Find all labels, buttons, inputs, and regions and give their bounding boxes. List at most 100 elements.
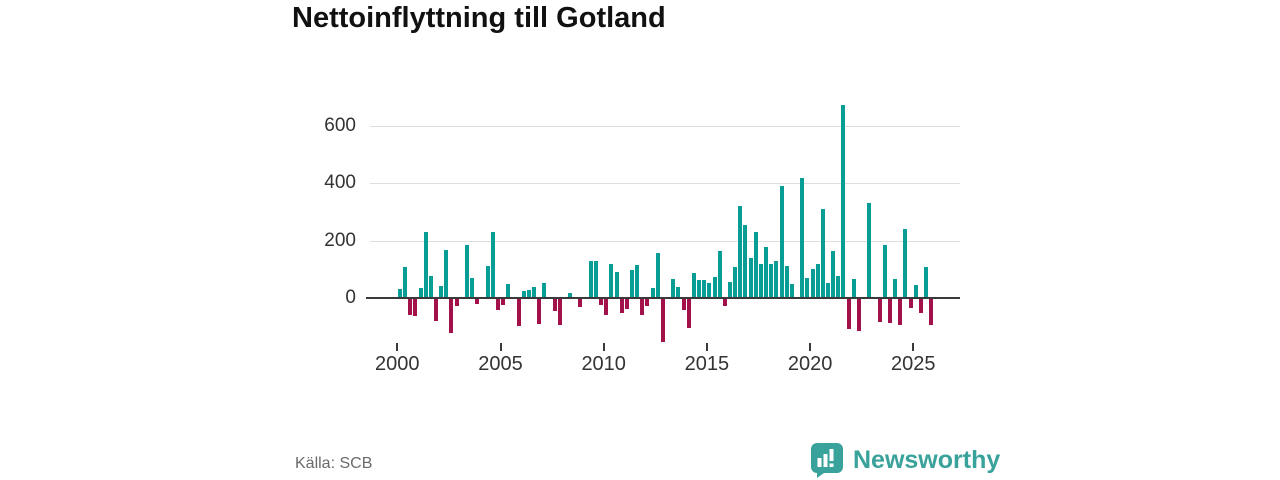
bar-2013-q2	[671, 278, 676, 298]
bar-2006-q4	[537, 299, 542, 325]
newsworthy-logo: Newsworthy	[810, 442, 1000, 478]
x-axis-tick	[705, 343, 708, 351]
bar-2008-q2	[568, 292, 573, 298]
y-axis-tick-label: 0	[345, 287, 356, 308]
bar-2024-q2	[898, 299, 903, 326]
bar-2022-q1	[851, 279, 856, 298]
bar-2010-q2	[609, 263, 614, 298]
bar-2025-q2	[918, 299, 923, 314]
bar-2005-q2	[506, 283, 511, 298]
bar-2014-q3	[697, 279, 702, 298]
newsworthy-bubble-chart-icon	[811, 443, 843, 478]
bar-2003-q2	[464, 245, 469, 298]
bar-2018-q1	[769, 264, 774, 298]
bar-2019-q3	[800, 177, 805, 298]
x-axis-tick-label: 2015	[684, 353, 730, 375]
bar-2017-q1	[748, 258, 753, 298]
bar-2011-q4	[640, 299, 645, 316]
bar-2002-q2	[444, 249, 449, 298]
x-axis-tick	[602, 343, 605, 351]
bar-2011-q1	[624, 299, 629, 310]
x-axis-tick	[809, 343, 812, 351]
chart-title: Nettoinflyttning till Gotland	[292, 2, 666, 34]
bar-2007-q3	[552, 299, 557, 311]
bar-2022-q4	[867, 202, 872, 298]
bar-2024-q4	[908, 299, 913, 309]
bar-2018-q4	[784, 266, 789, 298]
bar-2001-q3	[428, 276, 433, 298]
bar-2006-q1	[521, 290, 526, 298]
y-axis-tick-label: 400	[324, 172, 356, 193]
x-axis-tick-label: 2005	[478, 353, 523, 375]
bar-2009-q4	[599, 299, 604, 305]
bar-2017-q3	[758, 263, 763, 298]
bar-2012-q2	[650, 287, 655, 298]
bar-2016-q4	[743, 224, 748, 298]
bar-2025-q4	[929, 299, 934, 326]
bar-2005-q1	[501, 299, 506, 305]
bar-2010-q3	[614, 271, 619, 298]
bar-2009-q3	[593, 260, 598, 298]
gridline	[370, 183, 960, 184]
bar-2024-q3	[903, 228, 908, 298]
bar-2005-q4	[516, 299, 521, 327]
bar-2006-q2	[526, 290, 531, 298]
bar-2010-q4	[619, 299, 624, 314]
bar-2006-q3	[532, 287, 536, 298]
y-axis-tick-label: 200	[324, 229, 356, 251]
bar-2004-q3	[490, 231, 495, 298]
bar-2020-q1	[810, 269, 815, 298]
bar-2020-q2	[815, 263, 820, 298]
bar-2015-q3	[717, 251, 722, 298]
bar-2020-q3	[820, 208, 825, 298]
bar-2025-q3	[923, 267, 928, 298]
bar-2009-q2	[588, 260, 593, 298]
x-axis-tick-label: 2025	[891, 353, 936, 375]
bar-2017-q2	[753, 231, 758, 298]
x-axis-tick	[912, 343, 915, 351]
bar-2014-q4	[702, 280, 707, 298]
bar-2013-q4	[681, 299, 686, 311]
bar-2016-q2	[733, 266, 738, 298]
bar-2000-q4	[413, 299, 418, 317]
source-note: Källa: SCB	[295, 455, 373, 472]
bar-2021-q4	[846, 299, 851, 330]
bar-2019-q1	[789, 284, 794, 298]
bar-2008-q4	[578, 299, 583, 308]
bar-2016-q3	[738, 206, 743, 298]
bar-2015-q2	[712, 277, 717, 298]
bar-2021-q1	[831, 251, 836, 298]
x-axis-tick-label: 2000	[375, 353, 420, 375]
bar-2018-q2	[774, 261, 779, 298]
bar-2023-q4	[887, 299, 892, 323]
bar-2000-q2	[403, 266, 408, 298]
bar-2003-q3	[470, 277, 475, 298]
bar-2023-q3	[882, 244, 887, 298]
bar-2024-q1	[893, 279, 898, 298]
bar-2001-q1	[418, 288, 423, 298]
bar-2022-q2	[856, 299, 861, 332]
bar-2021-q3	[841, 105, 846, 298]
bar-2021-q2	[836, 276, 841, 298]
bar-2015-q1	[707, 283, 712, 298]
bar-2003-q4	[475, 299, 480, 305]
bar-2023-q2	[877, 299, 882, 322]
bar-2001-q4	[434, 299, 438, 322]
bar-2013-q3	[676, 286, 681, 298]
bar-2019-q4	[805, 277, 810, 298]
x-axis-tick	[396, 343, 399, 351]
x-axis-tick-label: 2010	[581, 353, 626, 375]
bar-2025-q1	[913, 285, 918, 298]
bar-2016-q1	[727, 282, 732, 298]
bar-2014-q1	[686, 299, 691, 328]
bar-2011-q2	[630, 269, 634, 298]
bar-2000-q1	[397, 288, 402, 298]
bar-2014-q2	[691, 272, 696, 298]
bar-2011-q3	[635, 264, 640, 298]
x-axis-tick	[499, 343, 502, 351]
newsworthy-wordmark: Newsworthy	[853, 446, 1001, 474]
bar-2007-q1	[542, 283, 547, 298]
bar-2012-q1	[645, 299, 650, 307]
bar-2000-q3	[408, 299, 413, 315]
